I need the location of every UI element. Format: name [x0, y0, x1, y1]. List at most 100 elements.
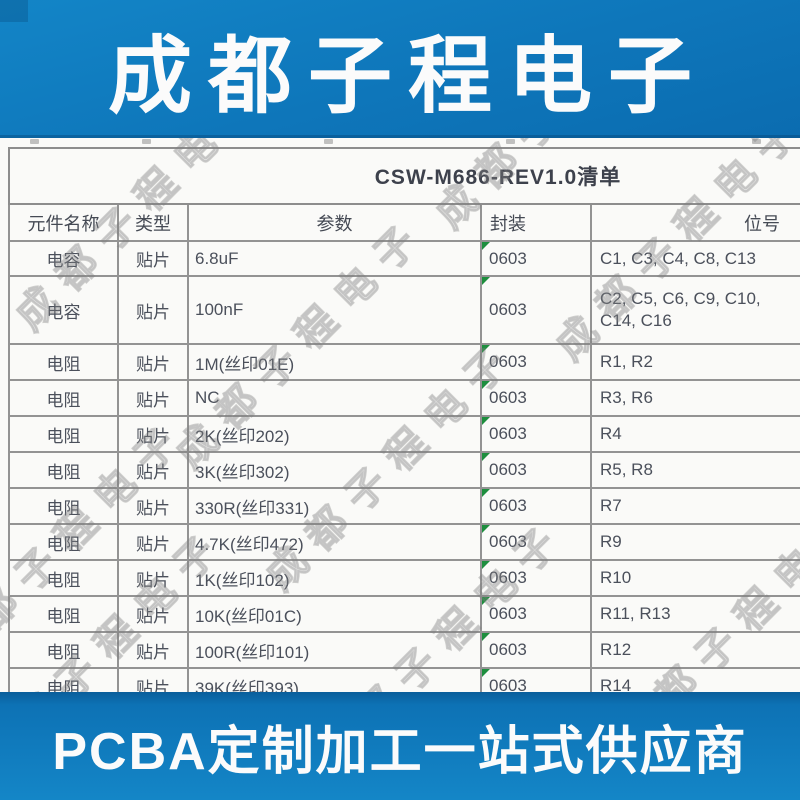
excel-error-triangle-icon	[483, 243, 490, 250]
cell-designator: R5, R8	[589, 451, 800, 489]
cell-component-name: 电阻	[8, 559, 119, 597]
col-header-parameter: 参数	[187, 203, 482, 242]
cell-package: 0603	[480, 451, 592, 489]
table-row: 电阻 贴片 3K(丝印302) 0603 R5, R8	[8, 451, 800, 489]
cell-package: 0603	[480, 487, 592, 525]
excel-error-triangle-icon	[483, 382, 490, 389]
cell-designator: R12	[589, 631, 800, 669]
cell-designator: C2, C5, C6, C9, C10, C14, C16	[589, 275, 800, 345]
excel-error-triangle-icon	[483, 346, 490, 353]
top-banner-title: 成都子程电子	[107, 28, 708, 123]
table-row: 电容 贴片 100nF 0603 C2, C5, C6, C9, C10, C14, C…	[8, 275, 800, 345]
table-title: CSW-M686-REV1.0清单	[7, 147, 800, 205]
cell-parameter: 39K(丝印393)	[187, 667, 482, 692]
cell-package: 0603	[480, 415, 592, 453]
column-letter-fragment	[506, 139, 515, 144]
col-header-designator: 位号	[589, 203, 800, 242]
table-row: 电阻 贴片 10K(丝印01C) 0603 R11, R13	[8, 595, 800, 633]
spreadsheet-area: CSW-M686-REV1.0清单 元件名称 类型 参数 封装 位号 电容 贴片 6…	[0, 138, 800, 692]
cell-type: 贴片	[117, 487, 189, 525]
cell-type: 贴片	[117, 631, 189, 669]
cell-component-name: 电阻	[8, 667, 119, 692]
excel-error-triangle-icon	[483, 454, 490, 461]
table-row: 电容 贴片 6.8uF 0603 C1, C3, C4, C8, C13	[8, 240, 800, 277]
cell-type: 贴片	[117, 667, 189, 692]
cell-designator: R1, R2	[589, 343, 800, 381]
cell-parameter: 2K(丝印202)	[187, 415, 482, 453]
cell-component-name: 电容	[8, 240, 119, 277]
cell-parameter: 6.8uF	[187, 240, 482, 277]
cell-package: 0603	[480, 523, 592, 561]
cell-package: 0603	[480, 631, 592, 669]
cell-type: 贴片	[117, 379, 189, 417]
cell-parameter: 1K(丝印102)	[187, 559, 482, 597]
cell-package: 0603	[480, 379, 592, 417]
column-letter-fragment	[324, 139, 333, 144]
excel-error-triangle-icon	[483, 562, 490, 569]
cell-parameter: 100nF	[187, 275, 482, 345]
cell-type: 贴片	[117, 595, 189, 633]
excel-error-triangle-icon	[483, 418, 490, 425]
cell-type: 贴片	[117, 559, 189, 597]
cell-component-name: 电阻	[8, 379, 119, 417]
col-header-package: 封装	[480, 203, 592, 242]
cell-package: 0603	[480, 667, 592, 692]
excel-error-triangle-icon	[483, 278, 490, 285]
cell-designator: R9	[589, 523, 800, 561]
cell-designator: C1, C3, C4, C8, C13	[589, 240, 800, 277]
cell-parameter: 10K(丝印01C)	[187, 595, 482, 633]
table-row: 电阻 贴片 4.7K(丝印472) 0603 R9	[8, 523, 800, 561]
table-title-row: CSW-M686-REV1.0清单	[7, 147, 800, 205]
cell-package: 0603	[480, 343, 592, 381]
cell-component-name: 电阻	[8, 631, 119, 669]
table-row: 电阻 贴片 1M(丝印01E) 0603 R1, R2	[8, 343, 800, 381]
cell-type: 贴片	[117, 275, 189, 345]
cell-package: 0603	[480, 240, 592, 277]
cell-parameter: 330R(丝印331)	[187, 487, 482, 525]
cell-designator: R7	[589, 487, 800, 525]
cell-parameter: NC	[187, 379, 482, 417]
cell-type: 贴片	[117, 451, 189, 489]
column-letter-fragment	[142, 139, 151, 144]
bottom-banner: PCBA定制加工一站式供应商	[0, 692, 800, 800]
col-header-type: 类型	[117, 203, 189, 242]
cell-parameter: 4.7K(丝印472)	[187, 523, 482, 561]
cell-designator: R10	[589, 559, 800, 597]
cell-component-name: 电容	[8, 275, 119, 345]
top-banner: 成都子程电子	[0, 0, 800, 138]
cell-component-name: 电阻	[8, 415, 119, 453]
bom-table: CSW-M686-REV1.0清单 元件名称 类型 参数 封装 位号 电容 贴片 6…	[7, 147, 800, 692]
cell-designator: R3, R6	[589, 379, 800, 417]
table-row: 电阻 贴片 330R(丝印331) 0603 R7	[8, 487, 800, 525]
cell-designator: R4	[589, 415, 800, 453]
table-row: 电阻 贴片 100R(丝印101) 0603 R12	[8, 631, 800, 669]
excel-error-triangle-icon	[483, 670, 490, 677]
cell-type: 贴片	[117, 415, 189, 453]
excel-error-triangle-icon	[483, 598, 490, 605]
column-letter-fragment	[752, 139, 761, 144]
bottom-banner-title: PCBA定制加工一站式供应商	[52, 722, 748, 781]
cell-type: 贴片	[117, 523, 189, 561]
cell-designator: R14	[589, 667, 800, 692]
table-row: 电阻 贴片 2K(丝印202) 0603 R4	[8, 415, 800, 453]
table-header-row: 元件名称 类型 参数 封装 位号	[8, 203, 800, 242]
cell-designator: R11, R13	[589, 595, 800, 633]
excel-error-triangle-icon	[483, 490, 490, 497]
excel-error-triangle-icon	[483, 526, 490, 533]
table-row: 电阻 贴片 39K(丝印393) 0603 R14	[8, 667, 800, 692]
table-row: 电阻 贴片 1K(丝印102) 0603 R10	[8, 559, 800, 597]
cell-component-name: 电阻	[8, 451, 119, 489]
cell-package: 0603	[480, 595, 592, 633]
cell-package: 0603	[480, 275, 592, 345]
cell-component-name: 电阻	[8, 343, 119, 381]
column-letter-fragment	[30, 139, 39, 144]
cell-type: 贴片	[117, 343, 189, 381]
excel-error-triangle-icon	[483, 634, 490, 641]
cell-parameter: 100R(丝印101)	[187, 631, 482, 669]
cell-package: 0603	[480, 559, 592, 597]
cell-parameter: 1M(丝印01E)	[187, 343, 482, 381]
cell-parameter: 3K(丝印302)	[187, 451, 482, 489]
cell-type: 贴片	[117, 240, 189, 277]
cell-component-name: 电阻	[8, 523, 119, 561]
